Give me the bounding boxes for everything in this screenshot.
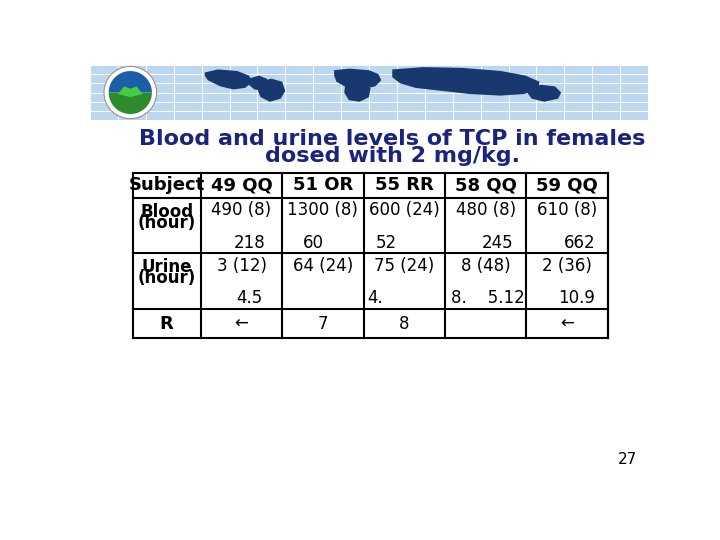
Polygon shape	[392, 67, 539, 96]
Polygon shape	[204, 70, 253, 90]
Text: Subject: Subject	[129, 176, 205, 194]
Text: 1300 (8): 1300 (8)	[287, 201, 359, 219]
Text: 4.: 4.	[367, 289, 383, 307]
Polygon shape	[118, 86, 132, 97]
Text: ←: ←	[235, 314, 248, 333]
Text: 600 (24): 600 (24)	[369, 201, 440, 219]
Text: 58 QQ: 58 QQ	[455, 176, 516, 194]
Polygon shape	[258, 79, 285, 102]
Text: 8.    5.12: 8. 5.12	[451, 289, 525, 307]
Text: 7: 7	[318, 314, 328, 333]
Text: Blood and urine levels of TCP in females: Blood and urine levels of TCP in females	[139, 130, 645, 150]
Bar	[132, 173, 608, 338]
Text: 662: 662	[564, 234, 595, 252]
Text: 60: 60	[302, 234, 323, 252]
Text: 64 (24): 64 (24)	[293, 256, 353, 275]
Text: 10.9: 10.9	[559, 289, 595, 307]
Polygon shape	[344, 82, 371, 102]
Text: 4.5: 4.5	[237, 289, 263, 307]
Text: 49 QQ: 49 QQ	[211, 176, 272, 194]
Polygon shape	[334, 69, 382, 90]
Text: 480 (8): 480 (8)	[456, 201, 516, 219]
Text: R: R	[160, 314, 174, 333]
Text: 52: 52	[376, 234, 397, 252]
Polygon shape	[129, 86, 143, 97]
Text: 55 RR: 55 RR	[375, 176, 433, 194]
Circle shape	[104, 66, 157, 119]
Text: Urine: Urine	[141, 258, 192, 276]
Text: 490 (8): 490 (8)	[212, 201, 271, 219]
Text: 75 (24): 75 (24)	[374, 256, 434, 275]
Polygon shape	[109, 71, 152, 92]
Text: Blood: Blood	[140, 203, 193, 221]
Text: 8 (48): 8 (48)	[461, 256, 510, 275]
Text: (hour): (hour)	[138, 269, 196, 287]
Text: dosed with 2 mg/kg.: dosed with 2 mg/kg.	[265, 146, 520, 166]
Polygon shape	[527, 85, 561, 102]
Text: 218: 218	[234, 234, 266, 252]
Text: ←: ←	[560, 314, 574, 333]
Text: 8: 8	[399, 314, 410, 333]
Text: 27: 27	[618, 452, 637, 467]
Text: 59 QQ: 59 QQ	[536, 176, 598, 194]
Text: 51 OR: 51 OR	[293, 176, 353, 194]
Text: 3 (12): 3 (12)	[217, 256, 266, 275]
Polygon shape	[109, 92, 152, 114]
Bar	[90, 65, 648, 120]
Text: (hour): (hour)	[138, 214, 196, 232]
Text: 2 (36): 2 (36)	[542, 256, 592, 275]
Text: 245: 245	[482, 234, 513, 252]
Text: 610 (8): 610 (8)	[537, 201, 597, 219]
Polygon shape	[249, 76, 270, 91]
